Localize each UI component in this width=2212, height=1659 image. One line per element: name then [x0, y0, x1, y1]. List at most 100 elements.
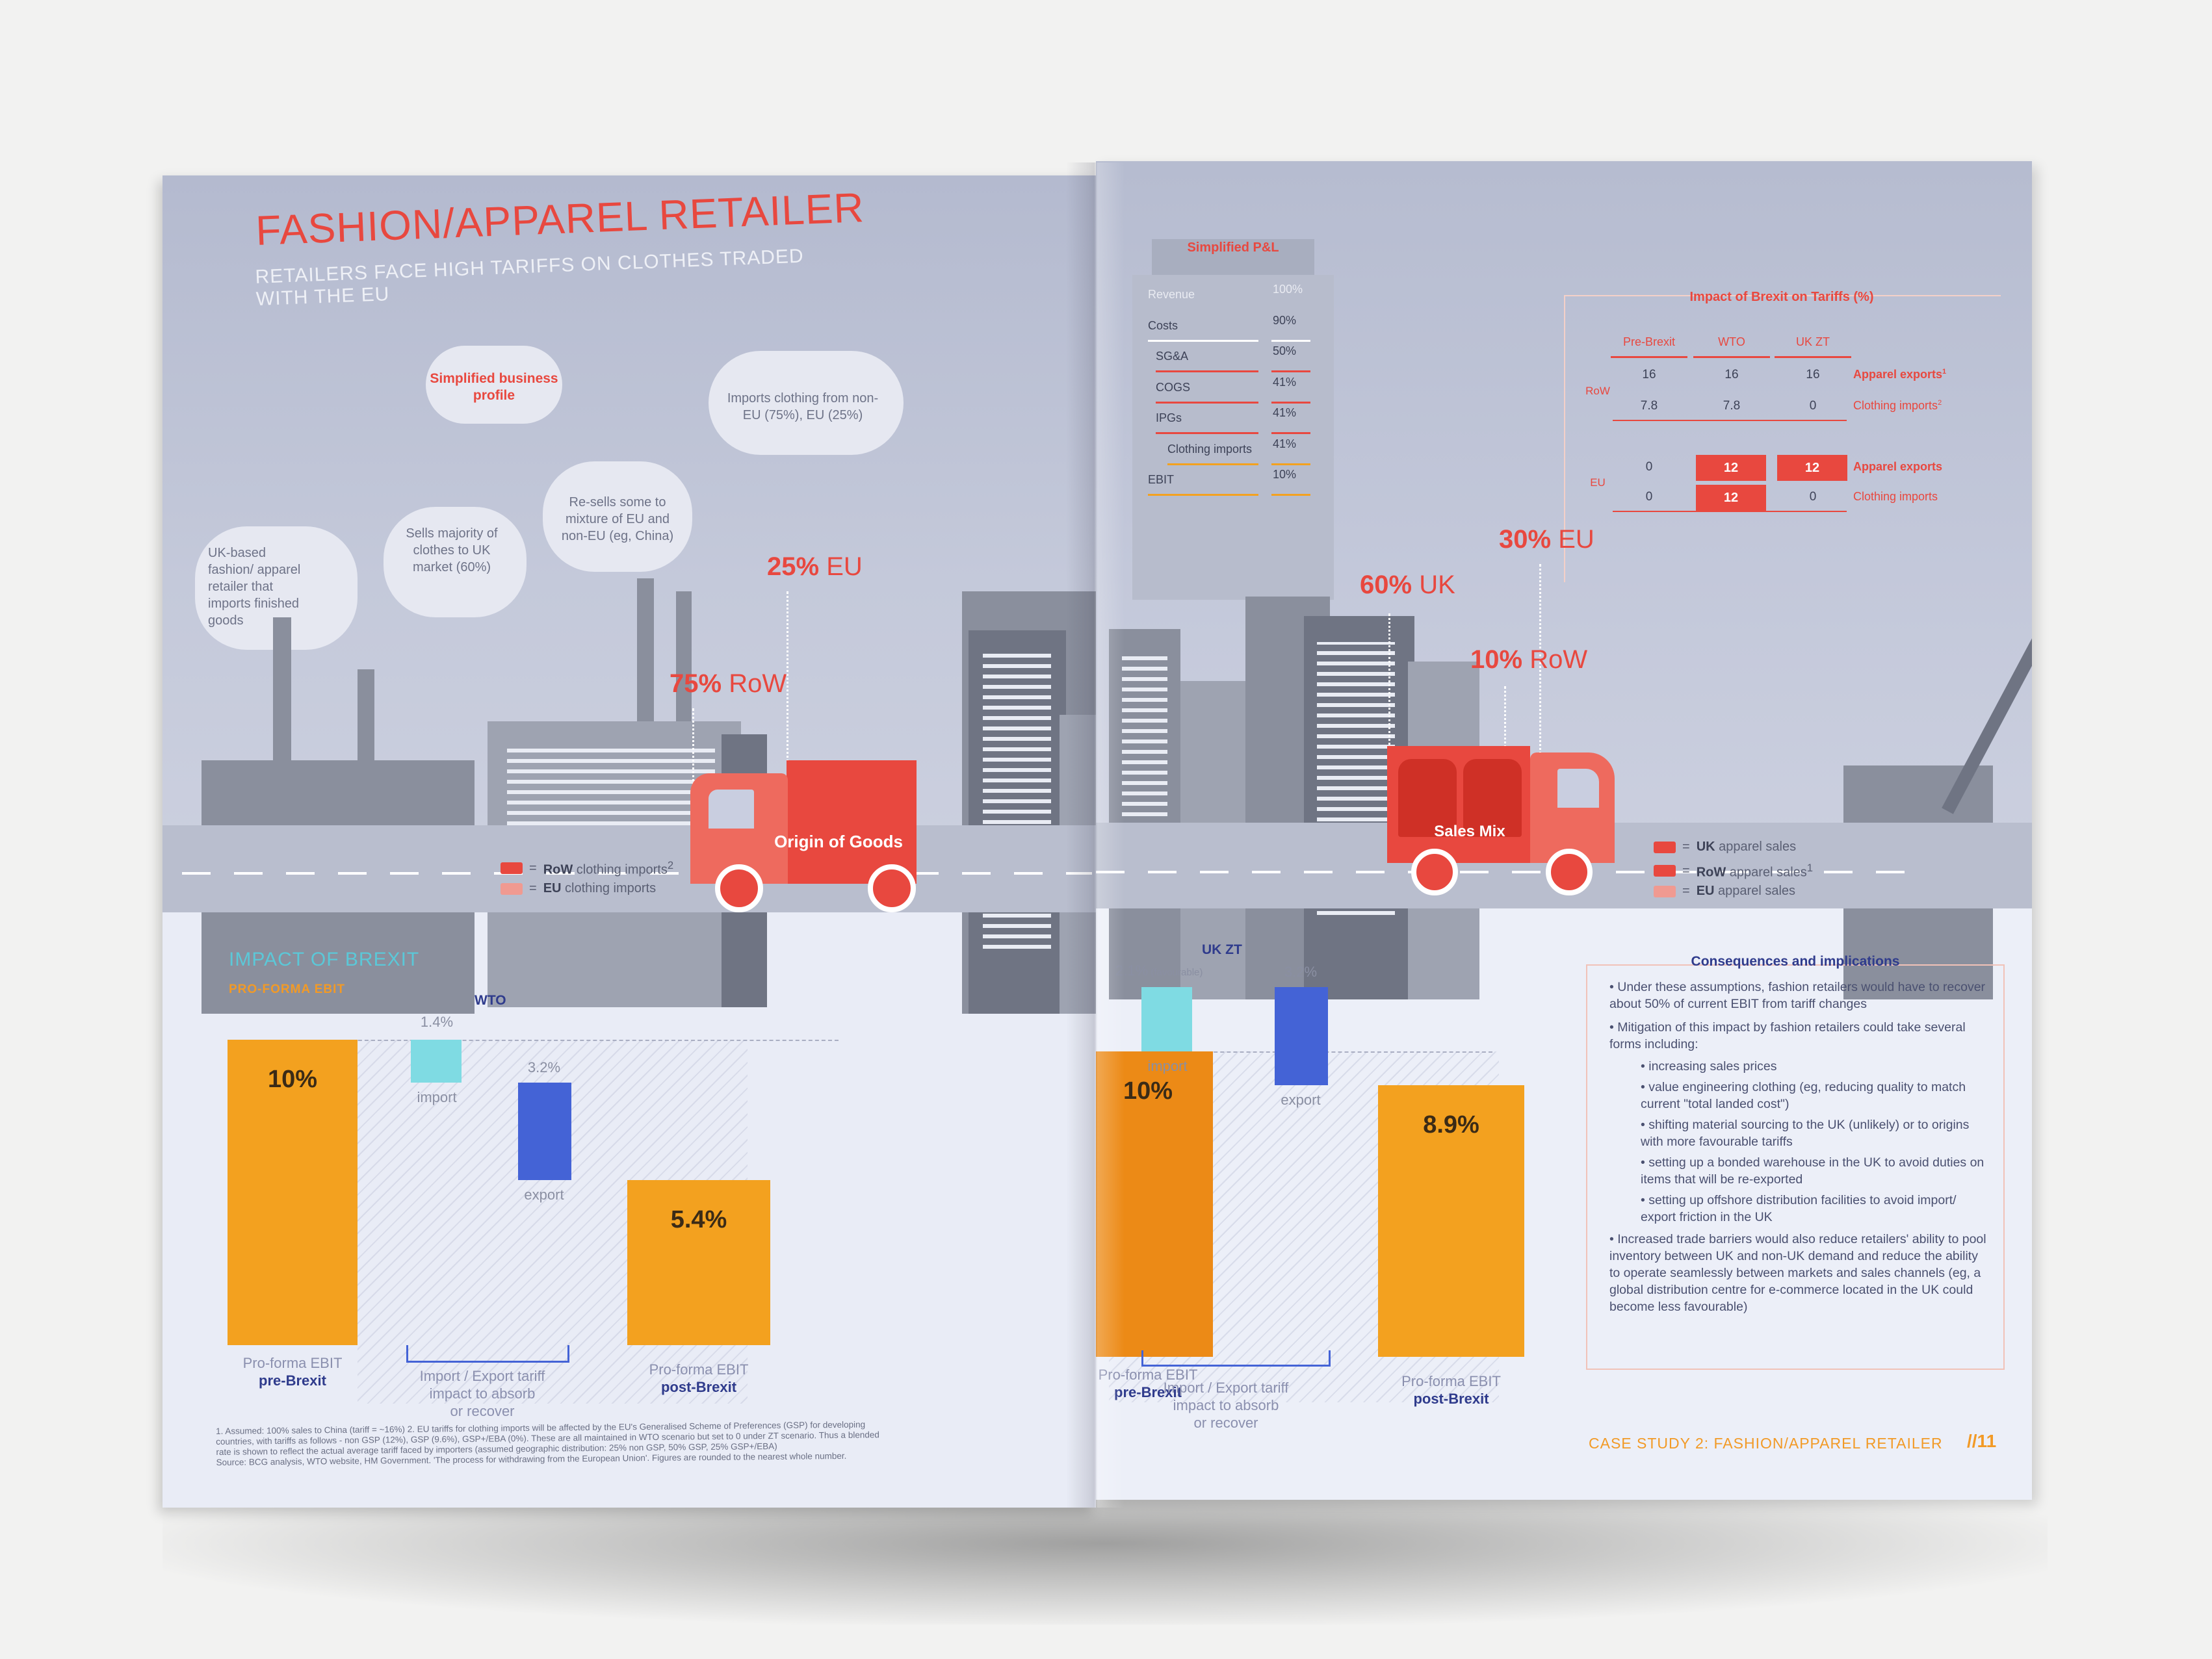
tariff-title: Impact of Brexit on Tariffs (%) — [1689, 290, 1874, 304]
ebit-bar-pre — [1096, 1051, 1213, 1357]
tariff-value: 0 — [1809, 399, 1817, 413]
tariff-value: 0 — [1645, 490, 1653, 504]
export-label: export — [1281, 1091, 1321, 1108]
export-label: export — [524, 1187, 564, 1203]
cloud-2 — [384, 507, 527, 617]
road-markings — [1096, 871, 1908, 873]
tariff-value-highlight: 12 — [1696, 455, 1766, 481]
import-label: import — [417, 1088, 457, 1105]
pl-row-value: 41% — [1273, 437, 1297, 450]
right-page: Simplified P&L Revenue 100% Costs 90% SG&A 50… — [1096, 161, 2032, 1500]
caption-mid: Import / Export tariff impact to absorb or… — [419, 1368, 545, 1419]
truck-wheel — [1546, 849, 1593, 895]
pl-row-value: 90% — [1273, 313, 1297, 327]
ebit-bar-post — [1378, 1085, 1524, 1357]
tariff-value: 0 — [1809, 490, 1817, 504]
header-underline — [1775, 356, 1851, 358]
tariff-col-header: Pre-Brexit — [1622, 335, 1675, 348]
import-value: 2.1% (favourable) — [1115, 962, 1203, 979]
pl-row-value: 100% — [1273, 283, 1303, 296]
pl-row-underline — [1148, 339, 1258, 342]
legend-row-row-sales: = RoW apparel sales1 — [1654, 862, 1813, 881]
pl-value-underline — [1271, 432, 1310, 434]
tariff-row-label: Apparel exports1 — [1853, 368, 1947, 381]
ebit-value-post: 5.4% — [670, 1206, 727, 1234]
tariff-col-header: WTO — [1718, 335, 1745, 348]
bracket — [1141, 1350, 1331, 1367]
tariff-value-highlight: 12 — [1777, 455, 1847, 481]
pl-row-label: SG&A — [1156, 350, 1189, 363]
sub-bullet: • increasing sales prices — [1641, 1059, 1777, 1074]
jacket-icon — [1463, 759, 1522, 837]
legend-row-eu-sales: = EU apparel sales — [1654, 884, 1795, 899]
truck-wheel — [1411, 849, 1458, 895]
tariff-value: 7.8 — [1640, 399, 1658, 413]
caption-mid: Import / Export tariff impact to absorb or… — [1163, 1380, 1289, 1431]
tariff-value: 16 — [1806, 368, 1820, 381]
truck-label: Sales Mix — [1434, 823, 1505, 840]
profile-cloud — [426, 346, 562, 424]
left-page: FASHION/APPAREL RETAILER RETAILERS FACE … — [163, 175, 1096, 1508]
export-value: 3.2% — [1284, 964, 1318, 981]
legend-row-imports: = RoW clothing imports2 — [501, 859, 673, 878]
truck-cargo — [787, 760, 917, 884]
truck-icon — [1654, 865, 1676, 877]
tariff-row-label: Clothing imports — [1853, 490, 1938, 503]
pl-row-underline — [1156, 432, 1258, 434]
tariff-value-highlight: 12 — [1696, 485, 1766, 511]
export-bar — [518, 1082, 571, 1181]
pl-row-underline — [1148, 494, 1258, 496]
origin-row-pct: 75% RoW — [670, 669, 787, 698]
page-number: //11 — [1967, 1431, 1997, 1451]
truck-icon — [501, 862, 523, 875]
pl-row-label: Costs — [1148, 318, 1178, 332]
profile-label: Simplified business profile — [430, 371, 558, 403]
cloud-2-text: Sells majority of clothes to UK market (… — [406, 526, 498, 574]
pl-value-underline — [1271, 494, 1310, 496]
jacket-icon — [1398, 759, 1457, 837]
import-bar — [1141, 987, 1192, 1051]
ebit-value-pre: 10% — [1123, 1077, 1173, 1105]
pl-row-value: 41% — [1273, 406, 1297, 419]
tariff-region: EU — [1590, 476, 1606, 489]
guide-line — [787, 591, 788, 806]
section-subtitle: PRO-FORMA EBIT — [229, 983, 346, 996]
export-bar — [1275, 987, 1328, 1085]
pl-title: Simplified P&L — [1187, 240, 1279, 255]
bullet: • Under these assumptions, fashion retai… — [1609, 980, 1986, 1011]
tariff-col-header: UK ZT — [1796, 335, 1830, 348]
pl-value-underline — [1271, 401, 1310, 404]
pl-value-underline — [1271, 463, 1310, 465]
bullet: • Increased trade barriers would also re… — [1609, 1232, 1986, 1314]
caption-post: Pro-forma EBIT post-Brexit — [1401, 1373, 1501, 1407]
chimney — [273, 617, 291, 767]
pl-row-underline — [1167, 463, 1258, 465]
book-spine — [1066, 162, 1125, 1508]
street — [163, 825, 1096, 912]
cloud-4-text: Imports clothing from non-EU (75%), EU (… — [727, 391, 879, 422]
pl-value-underline — [1271, 339, 1310, 342]
pl-row-label: EBIT — [1148, 473, 1175, 486]
group-divider — [1613, 420, 1847, 421]
caption-pre: Pro-forma EBIT pre-Brexit — [1098, 1367, 1198, 1400]
pl-row-label: IPGs — [1156, 411, 1182, 424]
truck-icon — [1654, 885, 1676, 897]
consequences-box — [1586, 964, 2005, 1370]
legend-row-uk-sales: = UK apparel sales — [1654, 840, 1796, 855]
consequences-title: Consequences and implications — [1691, 954, 1900, 969]
tariff-value: 16 — [1724, 368, 1739, 381]
ebit-bar-post — [627, 1180, 770, 1345]
ukzt-label: UK ZT — [1202, 942, 1242, 957]
wto-label: WTO — [475, 993, 506, 1008]
ebit-bar-pre — [228, 1040, 358, 1345]
cloud-3 — [543, 461, 692, 572]
group-divider — [1613, 511, 1847, 512]
sales-eu-pct: 30% EU — [1499, 525, 1594, 554]
truck-icon — [501, 882, 523, 895]
pl-row-label: COGS — [1156, 380, 1191, 394]
truck-window — [1557, 769, 1599, 808]
pl-row-label: Revenue — [1148, 288, 1195, 301]
import-label: import — [1147, 1058, 1188, 1074]
bullet: • Mitigation of this impact by fashion r… — [1609, 1020, 1966, 1051]
consequences-body: • Under these assumptions, fashion retai… — [1609, 979, 1986, 1315]
